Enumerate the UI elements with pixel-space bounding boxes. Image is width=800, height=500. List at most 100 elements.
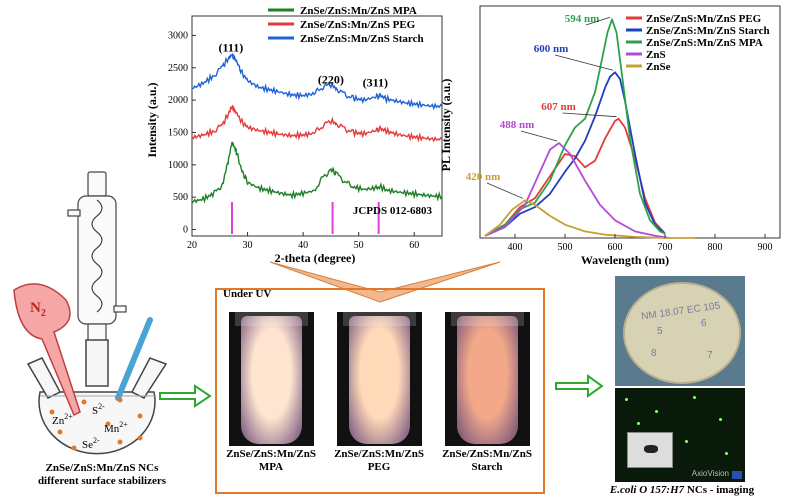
pl-x-tick-label: 600 — [608, 242, 623, 253]
pl-series-zns — [484, 142, 671, 239]
vial-photo-peg — [337, 312, 422, 446]
vial-label-line1: ZnSe/ZnS:Mn/ZnS — [226, 448, 316, 460]
pl-y-axis-label: PL Intensity (a.u.) — [440, 79, 453, 172]
pl-peak-label: 607 nm — [541, 101, 576, 113]
vial-label-line1: ZnSe/ZnS:Mn/ZnS — [334, 448, 424, 460]
vial-label-peg: ZnSe/ZnS:Mn/ZnS PEG — [319, 448, 439, 474]
pl-series-znse — [484, 199, 695, 239]
plate-mark-7: 7 — [707, 350, 713, 361]
vial-cap — [451, 312, 524, 326]
xrd-y-tick-label: 1000 — [168, 160, 188, 171]
xrd-x-tick-label: 20 — [187, 240, 197, 251]
vial-label-mpa: ZnSe/ZnS:Mn/ZnS MPA — [211, 448, 331, 474]
pl-plot-frame — [479, 5, 781, 239]
plate-mark-5: 5 — [657, 326, 663, 337]
pl-axes-box — [479, 5, 781, 239]
pl-peak-arrow — [520, 130, 558, 142]
petri-dish — [623, 282, 741, 384]
pl-x-tick-label: 700 — [658, 242, 673, 253]
xrd-legend-label: ZnSe/ZnS:Mn/ZnS Starch — [300, 33, 424, 45]
pl-axis-ticks: 400 500 600 700 800 900 — [508, 234, 773, 253]
xrd-reference-marks — [231, 202, 380, 234]
xrd-y-tick-label: 3000 — [168, 30, 188, 41]
xrd-peak-label: (311) — [363, 76, 388, 90]
fluorescent-spot — [655, 410, 658, 413]
xrd-y-tick-label: 2500 — [168, 63, 188, 74]
xrd-x-tick-label: 30 — [243, 240, 253, 251]
ion-zn: Zn2+ — [52, 412, 73, 427]
tem-particle — [644, 445, 658, 453]
uv-photo-panel: Under UV ZnSe/ZnS:Mn/ZnS MPA ZnSe/ZnS:Mn… — [215, 288, 545, 494]
xrd-axes-box — [191, 15, 443, 237]
xrd-y-tick-label: 0 — [183, 225, 188, 236]
xrd-reference-label: JCPDS 012-6803 — [353, 205, 433, 217]
pl-peak-label: 488 nm — [500, 119, 535, 131]
uv-panel-title: Under UV — [223, 288, 272, 300]
vial-photo-mpa — [229, 312, 314, 446]
ion-se: Se2- — [82, 436, 100, 451]
fluorescent-spot — [685, 440, 688, 443]
xrd-series-znse-zns-mn-zns-starch — [191, 53, 443, 111]
xrd-peak-labels: (111) (220) (311) — [219, 41, 388, 90]
plate-mark-8: 8 — [651, 348, 657, 359]
xrd-x-tick-label: 60 — [409, 240, 419, 251]
vial-glow-peg — [349, 316, 410, 444]
xrd-series-znse-zns-mn-zns-peg — [191, 105, 443, 143]
pl-peak-arrow — [585, 16, 611, 26]
pl-x-tick-label: 500 — [558, 242, 573, 253]
pl-legend-label: ZnS — [646, 49, 666, 61]
pl-peak-label: 594 nm — [565, 13, 600, 25]
fluorescent-spot — [725, 452, 728, 455]
pl-legend-label: ZnSe/ZnS:Mn/ZnS MPA — [646, 37, 763, 49]
xrd-x-axis-label: 2-theta (degree) — [275, 251, 356, 265]
xrd-x-tick-label: 40 — [298, 240, 308, 251]
pl-peak-labels: 594 nm 600 nm 607 nm 488 nm 420 nm — [466, 13, 617, 199]
microscope-brand: AxioVision — [691, 469, 729, 478]
three-neck-flask — [26, 339, 168, 455]
pl-series-znse-zns-mn-zns-starch — [484, 71, 666, 237]
xrd-y-tick-label: 1500 — [168, 127, 188, 138]
imaging-caption-rest: NCs - imaging — [684, 484, 755, 496]
pl-x-tick-label: 900 — [758, 242, 773, 253]
reflux-condenser — [67, 171, 127, 349]
right-arrow-2 — [555, 374, 604, 398]
imaging-caption: E.coli O 157:H7 NCs - imaging — [572, 484, 792, 496]
fluorescent-spot — [637, 422, 640, 425]
xrd-chart: 20 30 40 50 60 0 500 1000 1500 2000 2500 3000 (111)… — [145, 5, 443, 265]
fluorescent-spot — [719, 418, 722, 421]
vial-glow-mpa — [241, 316, 302, 444]
pl-series-znse-zns-mn-zns-mpa — [484, 18, 666, 237]
plate-mark-6: 6 — [701, 318, 707, 329]
fluorescence-micrograph: AxioVision — [615, 388, 745, 482]
vial-glow-starch — [457, 316, 518, 444]
vial-label-line2: MPA — [258, 461, 284, 473]
ion-mn: Mn2+ — [104, 420, 128, 435]
synthesis-scheme: N2 Zn2+ S2- Mn2+ Se2- — [13, 171, 168, 455]
xrd-peak-label: (220) — [318, 72, 344, 86]
xrd-x-tick-label: 50 — [354, 240, 364, 251]
ion-s: S2- — [92, 402, 105, 417]
pl-x-axis-label: Wavelength (nm) — [581, 253, 669, 267]
xrd-axis-ticks: 20 30 40 50 60 0 500 1000 1500 2000 2500 3000 — [168, 30, 419, 251]
pl-peak-label: 420 nm — [466, 171, 501, 183]
vial-cap — [235, 312, 308, 326]
pl-x-tick-label: 800 — [708, 242, 723, 253]
xrd-plot-frame — [191, 15, 443, 237]
xrd-y-axis-label: Intensity (a.u.) — [145, 82, 159, 157]
pl-legend-label: ZnSe/ZnS:Mn/ZnS Starch — [646, 25, 770, 37]
gas-label: N2 — [30, 300, 46, 319]
xrd-legend-label: ZnSe/ZnS:Mn/ZnS PEG — [300, 19, 416, 31]
tem-inset — [627, 432, 673, 468]
pl-legend-label: ZnSe/ZnS:Mn/ZnS PEG — [646, 13, 762, 25]
pl-peak-label: 600 nm — [534, 43, 569, 55]
xrd-y-tick-label: 2000 — [168, 95, 188, 106]
vial-photo-starch — [445, 312, 530, 446]
scheme-caption-line1: ZnSe/ZnS:Mn/ZnS NCs — [45, 462, 159, 474]
fluorescent-spot — [693, 396, 696, 399]
pl-peak-arrow — [562, 112, 617, 118]
pl-peak-arrow — [554, 54, 614, 71]
imaging-caption-organism: E.coli O 157:H7 — [609, 484, 685, 496]
petri-dish-photo: NM 18.07 EC 105 5 6 8 7 — [615, 276, 745, 386]
xrd-legend-label: ZnSe/ZnS:Mn/ZnS MPA — [300, 5, 417, 17]
